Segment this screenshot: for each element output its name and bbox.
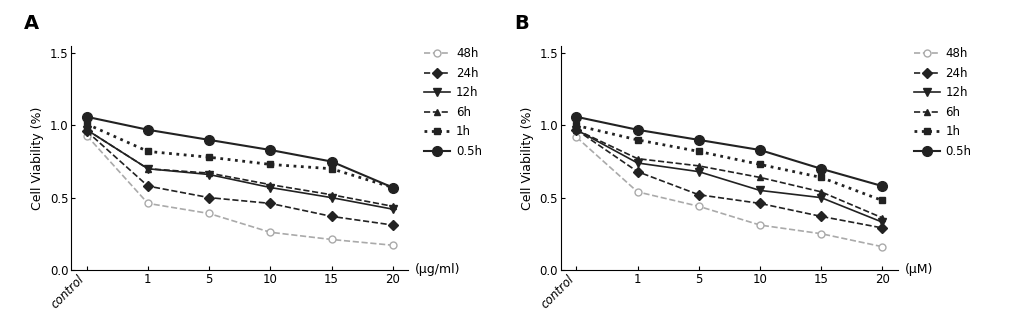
Text: (μM): (μM): [904, 263, 932, 276]
24h: [570, 128, 582, 132]
12h: [264, 186, 276, 190]
0.5h: [203, 138, 215, 142]
0.5h: [753, 148, 765, 152]
24h: [692, 193, 704, 197]
48h: [325, 238, 337, 241]
12h: [81, 128, 93, 132]
1h: [264, 163, 276, 166]
6h: [325, 193, 337, 197]
12h: [814, 196, 826, 200]
1h: [570, 123, 582, 127]
6h: [875, 216, 888, 220]
24h: [631, 170, 643, 174]
48h: [570, 135, 582, 139]
6h: [692, 164, 704, 168]
48h: [81, 134, 93, 138]
1h: [142, 149, 154, 153]
48h: [142, 201, 154, 205]
12h: [570, 128, 582, 132]
12h: [203, 172, 215, 176]
1h: [203, 155, 215, 159]
24h: [264, 201, 276, 205]
Line: 48h: 48h: [84, 132, 395, 249]
Y-axis label: Cell Viability (%): Cell Viability (%): [32, 106, 45, 210]
0.5h: [692, 138, 704, 142]
Line: 12h: 12h: [83, 126, 396, 213]
6h: [203, 171, 215, 175]
Y-axis label: Cell Viability (%): Cell Viability (%): [521, 106, 534, 210]
12h: [692, 170, 704, 174]
0.5h: [570, 115, 582, 119]
48h: [753, 223, 765, 227]
24h: [325, 215, 337, 218]
0.5h: [81, 115, 93, 119]
1h: [81, 122, 93, 126]
Text: B: B: [514, 13, 528, 33]
24h: [814, 215, 826, 218]
Line: 1h: 1h: [573, 122, 884, 204]
1h: [325, 167, 337, 171]
48h: [875, 245, 888, 249]
6h: [570, 128, 582, 132]
0.5h: [631, 128, 643, 132]
6h: [81, 128, 93, 132]
0.5h: [386, 186, 398, 190]
6h: [814, 190, 826, 194]
Line: 0.5h: 0.5h: [571, 112, 887, 191]
0.5h: [325, 160, 337, 164]
48h: [386, 243, 398, 247]
Line: 24h: 24h: [84, 128, 395, 229]
1h: [875, 198, 888, 202]
6h: [142, 167, 154, 171]
Line: 48h: 48h: [573, 134, 884, 250]
1h: [692, 149, 704, 153]
24h: [81, 129, 93, 133]
Text: (μg/ml): (μg/ml): [415, 263, 460, 276]
6h: [631, 157, 643, 161]
12h: [386, 207, 398, 211]
12h: [142, 167, 154, 171]
Legend: 48h, 24h, 12h, 6h, 1h, 0.5h: 48h, 24h, 12h, 6h, 1h, 0.5h: [424, 47, 481, 158]
6h: [753, 175, 765, 179]
6h: [386, 204, 398, 208]
Line: 12h: 12h: [572, 126, 886, 226]
6h: [264, 183, 276, 187]
Text: A: A: [24, 13, 40, 33]
12h: [325, 196, 337, 200]
24h: [142, 184, 154, 188]
24h: [753, 201, 765, 205]
0.5h: [142, 128, 154, 132]
48h: [814, 232, 826, 236]
Line: 6h: 6h: [573, 126, 884, 221]
Line: 0.5h: 0.5h: [82, 112, 397, 192]
48h: [264, 230, 276, 234]
1h: [631, 138, 643, 142]
0.5h: [875, 184, 888, 188]
Legend: 48h, 24h, 12h, 6h, 1h, 0.5h: 48h, 24h, 12h, 6h, 1h, 0.5h: [913, 47, 970, 158]
12h: [631, 161, 643, 165]
1h: [386, 186, 398, 190]
0.5h: [814, 167, 826, 171]
48h: [631, 190, 643, 194]
Line: 24h: 24h: [573, 126, 884, 231]
0.5h: [264, 148, 276, 152]
12h: [875, 220, 888, 224]
Line: 1h: 1h: [84, 120, 395, 191]
48h: [203, 212, 215, 215]
1h: [814, 175, 826, 179]
24h: [386, 223, 398, 227]
24h: [875, 226, 888, 230]
48h: [692, 204, 704, 208]
Line: 6h: 6h: [84, 126, 395, 210]
1h: [753, 163, 765, 166]
12h: [753, 189, 765, 192]
24h: [203, 196, 215, 200]
